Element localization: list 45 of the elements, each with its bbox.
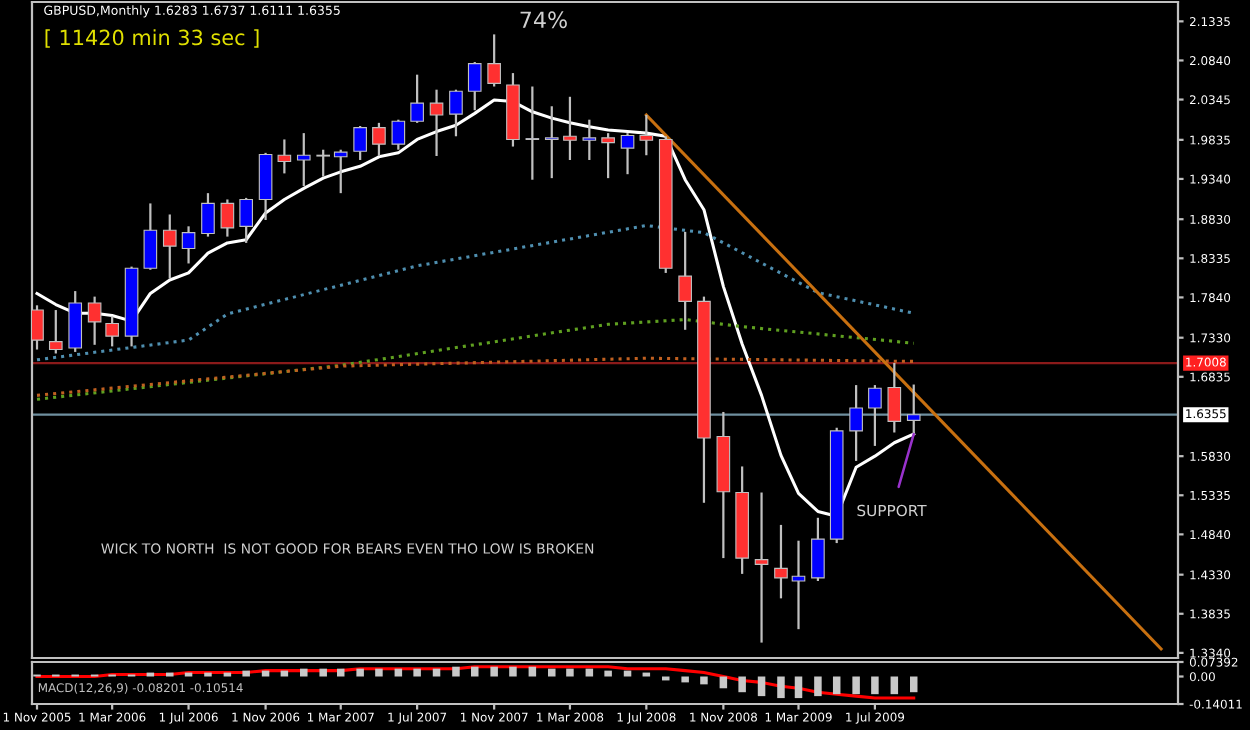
candlestick — [467, 60, 482, 112]
candlestick — [544, 105, 559, 180]
line-series — [35, 665, 916, 700]
candlestick — [201, 192, 215, 238]
line-series — [35, 356, 916, 397]
candlestick — [678, 230, 692, 331]
candlestick — [105, 315, 119, 348]
candlestick — [353, 124, 367, 162]
candlestick — [277, 138, 292, 175]
candlestick — [316, 148, 331, 178]
annotation: 74% — [520, 11, 567, 29]
candlestick — [429, 88, 444, 158]
candlestick — [239, 196, 253, 245]
candlestick — [220, 198, 235, 238]
candlestick — [887, 361, 902, 434]
candlestick — [410, 73, 424, 124]
candlestick — [754, 491, 769, 644]
candlestick — [811, 516, 825, 583]
candlestick — [87, 295, 102, 346]
candlestick — [525, 85, 540, 181]
candlestick — [258, 151, 273, 222]
candlestick — [143, 202, 158, 271]
candlestick — [68, 289, 83, 354]
candlestick — [333, 148, 348, 195]
line-series — [35, 318, 916, 401]
candlestick — [868, 383, 882, 448]
candlestick — [601, 132, 615, 180]
candlestick — [582, 118, 597, 162]
candlestick — [849, 383, 863, 463]
candlestick — [449, 88, 463, 138]
candlestick — [620, 132, 635, 176]
candlestick — [181, 225, 196, 265]
candlestick — [391, 118, 406, 151]
annotation: [ 11420 min 33 sec ] — [45, 29, 259, 48]
candlestick — [906, 383, 921, 436]
candlestick — [487, 33, 501, 88]
candlestick — [791, 539, 806, 631]
line-series — [35, 224, 916, 362]
candlestick — [48, 308, 63, 355]
candlestick — [774, 523, 788, 600]
candlestick — [296, 132, 311, 188]
candlestick — [372, 121, 386, 158]
candlestick — [162, 213, 177, 280]
candlestick — [639, 113, 654, 157]
candlestick — [563, 95, 577, 162]
